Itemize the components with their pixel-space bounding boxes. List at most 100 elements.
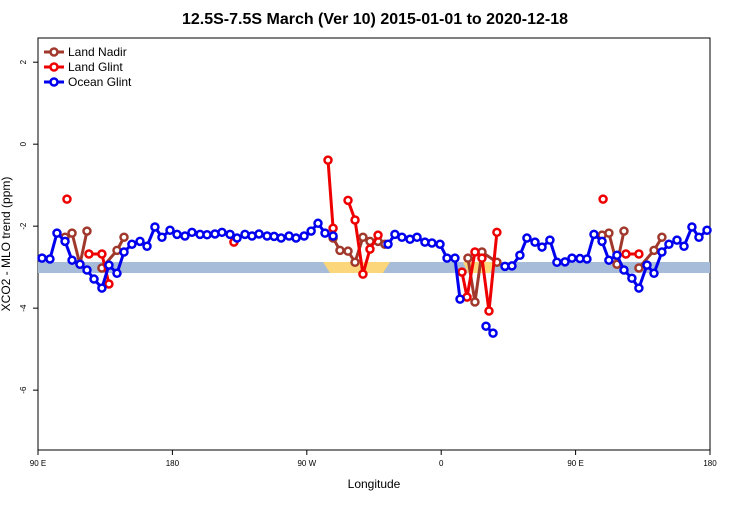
data-point — [335, 245, 345, 256]
data-point — [634, 283, 644, 293]
y-axis-label: XCO2 - MLO trend (ppm) — [0, 177, 13, 312]
data-point — [135, 236, 145, 247]
data-point — [37, 253, 47, 263]
data-point — [435, 239, 445, 249]
data-point — [470, 247, 480, 257]
data-point — [598, 194, 608, 204]
data-point — [84, 249, 94, 259]
data-point — [477, 253, 487, 263]
data-point — [455, 294, 465, 304]
data-point — [634, 263, 644, 273]
data-point — [515, 250, 525, 261]
data-point — [597, 236, 607, 247]
data-point — [664, 239, 674, 249]
data-point — [582, 254, 592, 264]
data-point — [127, 239, 137, 249]
data-point — [552, 257, 562, 267]
x-tick-label: 90 W — [297, 459, 316, 468]
data-point — [187, 227, 197, 238]
data-point — [202, 230, 212, 240]
x-tick-label: 0 — [439, 459, 444, 468]
x-tick-label: 180 — [166, 459, 180, 468]
data-point — [604, 228, 614, 238]
data-point — [427, 238, 437, 248]
y-tick-label: 0 — [19, 141, 28, 146]
data-point — [619, 226, 629, 236]
data-point — [649, 245, 659, 256]
legend-label: Land Glint — [68, 60, 123, 74]
data-point — [119, 247, 129, 257]
data-point — [104, 279, 114, 289]
plot-frame — [37, 37, 711, 451]
data-point — [457, 267, 467, 277]
data-point — [97, 283, 107, 293]
data-point — [172, 229, 182, 240]
data-point — [619, 265, 629, 275]
data-point — [383, 239, 393, 249]
data-point — [180, 231, 190, 241]
data-point — [165, 225, 175, 236]
data-point — [350, 215, 360, 225]
data-point — [343, 195, 353, 206]
data-point — [75, 259, 85, 270]
data-point — [254, 229, 264, 239]
data-point — [657, 232, 667, 242]
data-point — [358, 232, 368, 242]
y-tick-label: -4 — [19, 304, 28, 312]
data-point — [82, 226, 92, 236]
data-point — [537, 242, 547, 252]
data-point — [621, 249, 631, 259]
data-point — [328, 231, 338, 241]
data-point — [679, 241, 689, 252]
legend-marker — [49, 77, 59, 87]
x-tick-label: 90 E — [30, 459, 46, 468]
data-point — [150, 222, 160, 232]
data-point — [488, 328, 498, 338]
data-point — [687, 222, 697, 232]
data-point — [450, 253, 460, 263]
data-point — [45, 254, 55, 264]
y-tick-label: -6 — [19, 386, 28, 394]
data-point — [481, 321, 491, 331]
x-tick-label: 90 E — [567, 459, 583, 468]
data-point — [373, 230, 383, 240]
data-point — [702, 225, 712, 236]
y-tick-label: 2 — [19, 59, 28, 64]
data-point — [217, 227, 227, 238]
data-point — [157, 232, 167, 242]
data-point — [470, 297, 480, 307]
data-point — [142, 241, 152, 252]
data-point — [119, 232, 129, 242]
data-point — [67, 228, 77, 238]
data-point — [82, 265, 92, 275]
data-point — [397, 232, 407, 242]
data-point — [299, 231, 309, 241]
data-point — [104, 260, 114, 270]
data-point — [97, 249, 107, 259]
data-point — [627, 273, 637, 283]
data-point — [52, 228, 62, 238]
data-point — [365, 244, 375, 254]
data-point — [323, 155, 333, 165]
data-point — [694, 232, 704, 242]
legend-marker — [49, 62, 59, 72]
data-point — [649, 268, 659, 279]
y-tick-label: -2 — [19, 222, 28, 230]
data-point — [604, 255, 614, 265]
data-point — [612, 250, 622, 261]
data-point — [67, 255, 77, 265]
data-point — [112, 268, 122, 279]
data-point — [442, 253, 452, 263]
data-point — [463, 253, 473, 263]
legend-label: Land Nadir — [68, 45, 127, 59]
data-point — [507, 261, 517, 271]
data-point — [225, 229, 235, 240]
data-point — [89, 274, 99, 284]
data-point — [484, 306, 494, 316]
data-point — [545, 235, 555, 245]
data-point — [358, 269, 368, 279]
data-point — [567, 253, 577, 263]
data-point — [530, 237, 540, 247]
